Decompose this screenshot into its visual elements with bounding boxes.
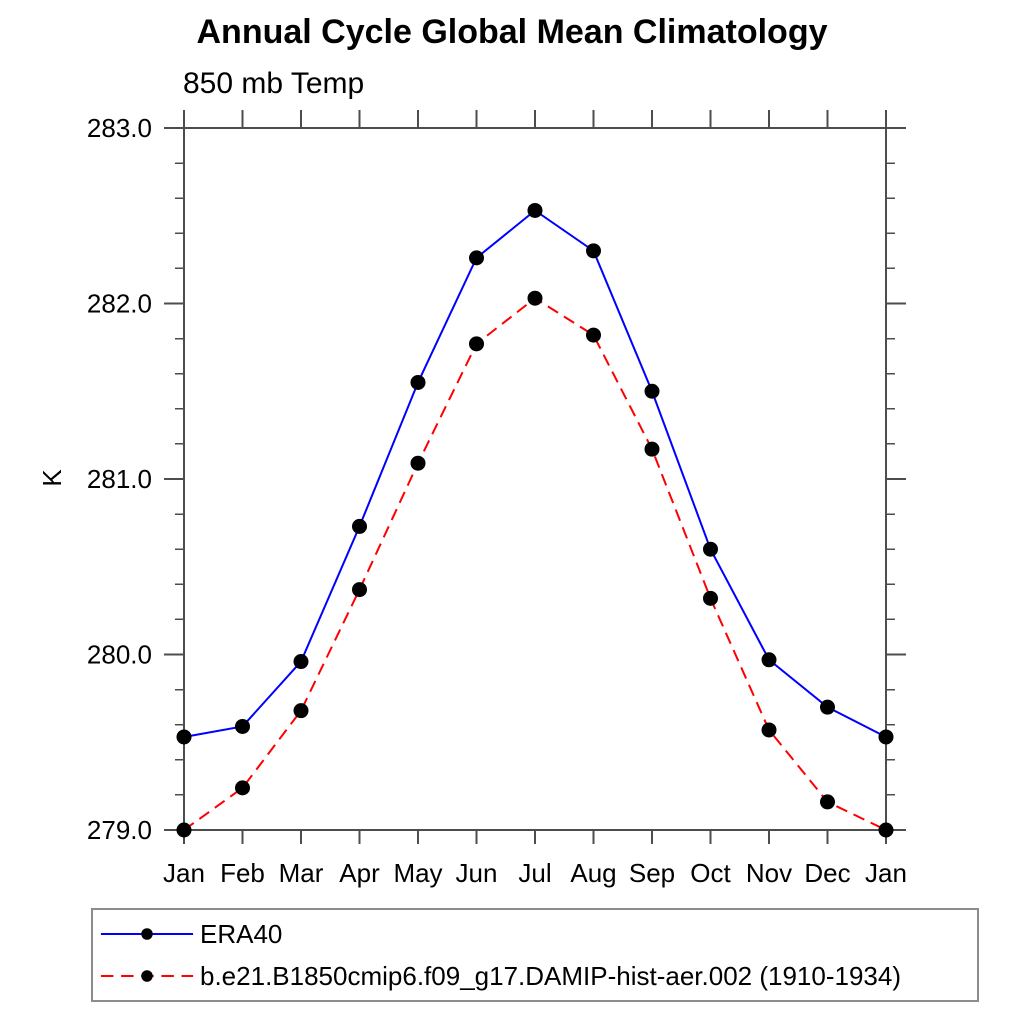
data-point-model [176, 822, 192, 838]
data-point-era40 [820, 699, 835, 715]
data-point-era40 [293, 654, 309, 670]
legend-label-era40: ERA40 [200, 918, 283, 949]
data-point-model [820, 794, 835, 810]
data-point-era40 [761, 652, 777, 668]
y-tick-label: 283.0 [87, 113, 152, 143]
plot-frame [183, 127, 887, 831]
data-point-model [410, 455, 426, 471]
data-point-era40 [469, 250, 484, 266]
data-point-model [878, 822, 894, 838]
data-point-era40 [644, 383, 660, 399]
data-point-era40 [352, 518, 367, 534]
series-line-model [183, 297, 887, 831]
data-point-model [644, 441, 660, 457]
x-tick-label: Oct [690, 858, 731, 888]
x-tick-label: Aug [570, 858, 616, 888]
legend-marker-dot [141, 970, 153, 982]
data-point-model [527, 290, 543, 306]
x-tick-label: Mar [279, 858, 324, 888]
data-point-era40 [410, 374, 426, 390]
chart-subtitle: 850 mb Temp [183, 67, 365, 100]
x-tick-label: Jan [865, 858, 907, 888]
solid-line-marker-icon [100, 928, 194, 940]
x-tick-label: Sep [629, 858, 675, 888]
chart-title: Annual Cycle Global Mean Climatology [196, 13, 828, 51]
legend-label-model: b.e21.B1850cmip6.f09_g17.DAMIP-hist-aer.… [200, 960, 901, 991]
x-tick-label: Jul [518, 858, 551, 888]
x-tick-label: Jun [456, 858, 498, 888]
x-tick-label: Nov [746, 858, 792, 888]
x-tick-label: Feb [220, 858, 265, 888]
data-point-model [761, 722, 777, 738]
data-point-era40 [235, 718, 250, 734]
data-point-model [469, 336, 484, 352]
data-point-model [352, 582, 367, 598]
data-point-model [235, 780, 250, 796]
data-point-model [703, 590, 718, 606]
x-tick-label: Apr [339, 858, 380, 888]
x-tick-label: May [393, 858, 442, 888]
dashed-line-marker-icon [100, 970, 194, 982]
legend-item-model: b.e21.B1850cmip6.f09_g17.DAMIP-hist-aer.… [99, 955, 977, 997]
y-tick-label: 282.0 [87, 289, 152, 319]
data-point-era40 [527, 202, 543, 218]
data-point-era40 [586, 243, 601, 259]
y-tick-label: 280.0 [87, 640, 152, 670]
y-tick-label: 281.0 [87, 464, 152, 494]
legend-box: ERA40 b.e21.B1850cmip6.f09_g17.DAMIP-his… [91, 908, 979, 1002]
series-line-era40 [183, 209, 887, 738]
x-tick-label: Dec [804, 858, 850, 888]
legend-item-era40: ERA40 [99, 913, 977, 955]
legend-marker-dot [141, 928, 153, 940]
data-point-model [293, 703, 309, 719]
y-tick-label: 279.0 [87, 815, 152, 845]
data-point-model [586, 327, 601, 343]
data-point-era40 [703, 541, 718, 557]
data-point-era40 [176, 729, 192, 745]
x-tick-label: Jan [163, 858, 205, 888]
data-point-era40 [878, 729, 894, 745]
